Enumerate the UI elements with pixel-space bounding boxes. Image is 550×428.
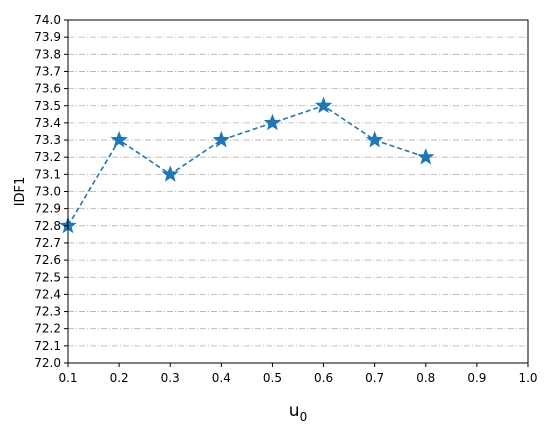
x-axis-label: u0 (289, 401, 307, 424)
y-tick-label: 73.0 (34, 185, 61, 199)
y-tick-label: 73.1 (34, 167, 61, 181)
x-tick-label: 0.5 (263, 371, 282, 385)
y-tick-label: 72.8 (34, 219, 61, 233)
y-tick-label: 73.6 (34, 82, 61, 96)
x-axis-label-subscript: 0 (300, 410, 308, 424)
x-tick-label: 0.9 (467, 371, 486, 385)
y-tick-label: 73.3 (34, 133, 61, 147)
y-tick-label: 72.3 (34, 305, 61, 319)
grid-lines (68, 19, 528, 364)
data-point-star (417, 148, 435, 165)
y-tick-label: 72.5 (34, 270, 61, 284)
y-tick-label: 72.7 (34, 236, 61, 250)
data-point-star (365, 130, 384, 148)
y-tick-label: 73.5 (34, 99, 61, 113)
series-layer (59, 96, 435, 234)
y-axis-label: IDF1 (13, 177, 28, 207)
y-tick-label: 73.2 (34, 150, 61, 164)
y-tick-label: 73.8 (34, 47, 61, 61)
y-tick-label: 73.9 (34, 30, 61, 44)
x-tick-label: 0.1 (58, 371, 77, 385)
y-tick-label: 72.0 (34, 356, 61, 370)
x-tick-label: 0.6 (314, 371, 333, 385)
y-tick-label: 72.4 (34, 287, 61, 301)
x-axis: 0.1 0.2 0.3 0.4 0.5 0.6 0.7 0.8 0.9 1.0 (58, 363, 538, 385)
y-tick-label: 72.1 (34, 339, 61, 353)
series-line (67, 104, 427, 227)
data-point-star (314, 96, 333, 114)
y-tick-label: 72.6 (34, 253, 61, 267)
data-point-star (161, 165, 179, 182)
x-axis-label-main: u (289, 401, 300, 421)
y-tick-label: 73.4 (34, 116, 61, 130)
y-tick-label: 74.0 (34, 13, 61, 27)
x-tick-label: 0.4 (212, 371, 231, 385)
data-point-star (263, 113, 282, 131)
y-tick-label: 72.2 (34, 322, 61, 336)
y-tick-label: 72.9 (34, 202, 61, 216)
x-tick-label: 0.8 (416, 371, 435, 385)
data-point-star (212, 130, 231, 148)
x-tick-label: 1.0 (518, 371, 537, 385)
y-axis: 72.0 72.1 72.2 72.3 72.4 72.5 72.6 72.7 72.8 72.9… (34, 13, 68, 370)
y-tick-label: 73.7 (34, 64, 61, 78)
x-tick-label: 0.2 (110, 371, 129, 385)
data-point-star (110, 130, 128, 148)
x-tick-label: 0.7 (365, 371, 384, 385)
x-tick-label: 0.3 (161, 371, 180, 385)
